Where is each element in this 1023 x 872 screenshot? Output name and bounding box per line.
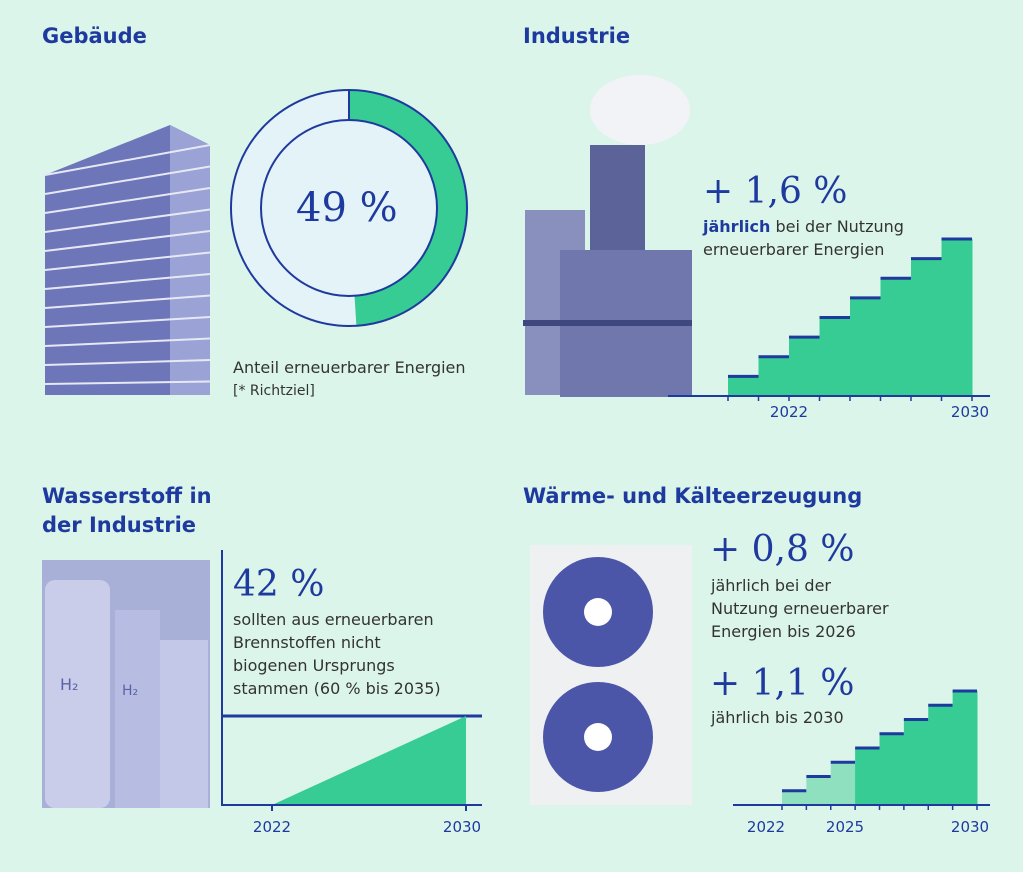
building-image: [44, 125, 211, 395]
donut-chart: [230, 89, 468, 327]
waerme-text-1: jährlich bei der Nutzung erneuerbarer En…: [711, 574, 889, 643]
step-bar: [911, 258, 942, 396]
svg-text:H₂: H₂: [60, 675, 78, 694]
industrie-text-bold: jährlich: [703, 217, 771, 236]
donut-segment-renewable: [349, 90, 467, 326]
step-bar: [879, 733, 905, 805]
step-bar: [819, 317, 851, 396]
wasserstoff-text: sollten aus erneuerbaren Brennstoffen ni…: [233, 608, 441, 700]
text-line: Brennstoffen nicht: [233, 633, 381, 652]
industrie-value: + 1,6 %: [703, 171, 848, 212]
text-line: biogenen Ursprungs: [233, 656, 395, 675]
svg-text:H₂: H₂: [122, 683, 138, 699]
wasserstoff-title-1: Wasserstoff in: [42, 484, 212, 508]
hydrogen-chart: [221, 550, 482, 811]
text-line: Energien bis 2026: [711, 622, 856, 641]
waerme-x-label-2022: 2022: [746, 818, 786, 836]
industrie-text: jährlich bei der Nutzung erneuerbarer Ene…: [703, 215, 904, 261]
step-bar: [928, 705, 954, 805]
text-line: stammen (60 % bis 2035): [233, 679, 441, 698]
hydrogen-area: [272, 716, 466, 805]
step-bar: [758, 356, 790, 396]
factory-image: [523, 75, 692, 397]
step-bar: [880, 278, 912, 396]
step-bar: [789, 337, 820, 396]
waerme-value-2: + 1,1 %: [710, 663, 855, 704]
step-bar: [830, 762, 856, 805]
step-bar: [941, 239, 973, 396]
heat-pump-image: [530, 545, 692, 805]
wasserstoff-value: 42 %: [233, 564, 325, 605]
industrie-x-label-2022: 2022: [769, 403, 809, 421]
industrie-x-label-2030: 2030: [950, 403, 990, 421]
gebaeude-title: Gebäude: [42, 24, 147, 48]
gebaeude-value: 49 %: [296, 185, 398, 231]
waerme-step-chart: [733, 689, 990, 810]
hydrogen-x-label-2022: 2022: [252, 818, 292, 836]
text-line: Nutzung erneuerbarer: [711, 599, 889, 618]
step-bar: [782, 790, 807, 805]
waerme-title: Wärme- und Kälteerzeugung: [523, 484, 863, 508]
step-bar: [728, 376, 759, 396]
step-bar: [855, 748, 880, 805]
industrie-text-line2: erneuerbarer Energien: [703, 240, 885, 259]
wasserstoff-title-2: der Industrie: [42, 513, 197, 537]
gebaeude-note: [* Richtziel]: [233, 383, 315, 399]
text-line: sollten aus erneuerbaren: [233, 610, 434, 629]
industrie-text-rest: bei der Nutzung: [770, 217, 904, 236]
waerme-text-2: jährlich bis 2030: [711, 708, 844, 727]
waerme-x-label-2030: 2030: [950, 818, 990, 836]
step-bar: [806, 776, 832, 805]
industrie-step-chart: [668, 237, 990, 401]
step-bar: [952, 691, 978, 805]
gebaeude-caption: Anteil erneuerbarer Energien: [233, 358, 466, 377]
text-line: jährlich bei der: [711, 576, 831, 595]
step-bar: [850, 297, 881, 396]
step-bar: [903, 719, 929, 805]
industrie-title: Industrie: [523, 24, 631, 48]
waerme-x-label-2025: 2025: [825, 818, 865, 836]
hydrogen-tanks-image: H₂ H₂: [42, 560, 210, 808]
waerme-value-1: + 0,8 %: [710, 529, 855, 570]
hydrogen-x-label-2030: 2030: [442, 818, 482, 836]
